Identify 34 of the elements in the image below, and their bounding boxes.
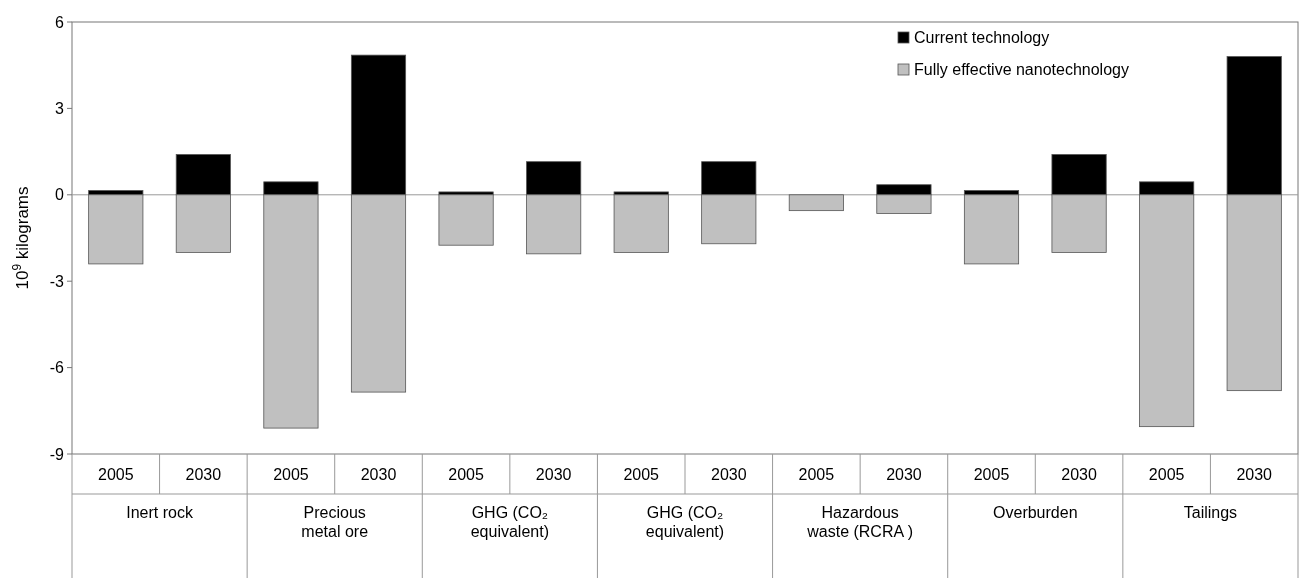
- legend-label: Fully effective nanotechnology: [914, 61, 1129, 78]
- x-tick-label: 2030: [360, 466, 397, 483]
- x-tick-label: 2030: [710, 466, 747, 483]
- y-tick-label: 3: [55, 100, 65, 117]
- bar: [963, 194, 1020, 265]
- bar: [438, 194, 494, 246]
- bar: [788, 194, 844, 212]
- y-tick-label: 6: [55, 13, 65, 31]
- x-tick-label: 2030: [535, 466, 572, 483]
- x-tick-label: 2005: [1148, 466, 1185, 483]
- text: Overburden: [993, 504, 1078, 521]
- x-tick-label: 2030: [185, 466, 222, 483]
- text: Precious metal ore: [301, 504, 369, 541]
- y-tick-label: 0: [55, 186, 65, 204]
- x-tick-label: 2005: [798, 466, 835, 483]
- bar: [88, 194, 144, 265]
- x-tick-label: 2030: [1061, 466, 1097, 483]
- x-tick-label: 2005: [623, 466, 660, 483]
- bar: [613, 194, 669, 253]
- y-tick-label: -6: [49, 359, 65, 377]
- y-tick-label: -9: [49, 445, 65, 463]
- text: Hazardous waste (RCRA ): [806, 504, 914, 541]
- x-tick-label: 2030: [1236, 466, 1273, 483]
- x-tick-label: 2030: [886, 466, 922, 483]
- y-tick-label: -3: [49, 272, 65, 290]
- x-tick-label: 2005: [273, 466, 309, 483]
- text: GHG (CO₂ equivalent): [470, 504, 549, 541]
- legend-label: Current technology: [914, 29, 1050, 46]
- x-tick-label: 2005: [97, 466, 134, 483]
- x-tick-label: 2005: [448, 466, 484, 483]
- text: GHG (CO₂ equivalent): [645, 504, 725, 541]
- text: Tailings: [1183, 504, 1238, 521]
- text: Inert rock: [126, 504, 194, 521]
- x-tick-label: 2005: [973, 466, 1010, 483]
